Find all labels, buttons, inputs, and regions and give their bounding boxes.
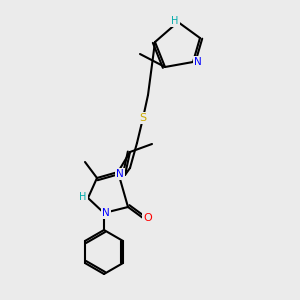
Text: N: N [102, 208, 110, 218]
Text: H: H [171, 16, 179, 26]
Text: H: H [79, 192, 87, 202]
Text: O: O [144, 213, 152, 223]
Text: N: N [116, 169, 124, 179]
Text: S: S [140, 113, 147, 123]
Text: N: N [194, 57, 202, 67]
